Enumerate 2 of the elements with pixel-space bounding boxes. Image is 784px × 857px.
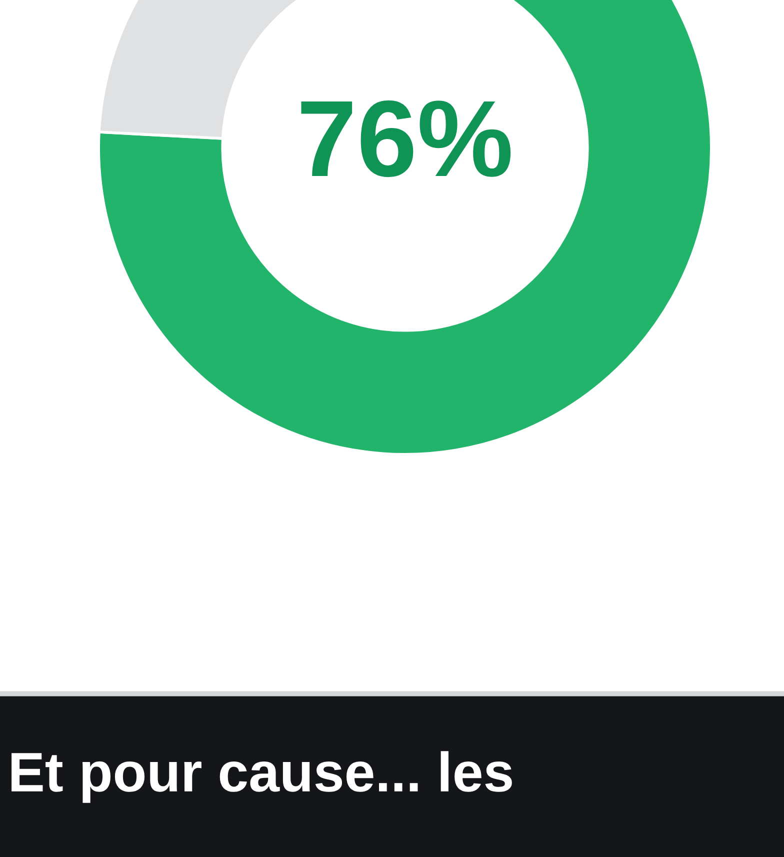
text: Et pour cause... les <box>12 751 512 803</box>
data-label: 76% <box>301 100 511 178</box>
